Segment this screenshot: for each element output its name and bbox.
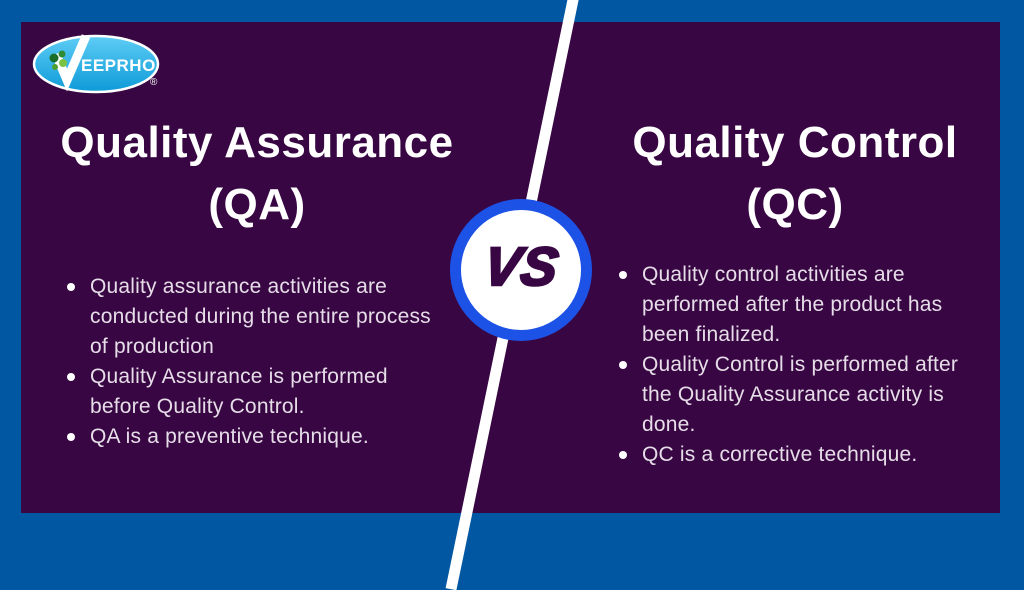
qc-subtitle: (QC) <box>746 180 844 229</box>
qc-bullet-item: QC is a corrective technique. <box>614 440 976 470</box>
logo-dots-icon <box>49 50 67 70</box>
qc-title-block: Quality Control (QC) <box>595 112 995 236</box>
qa-bullet-item: Quality Assurance is performed before Qu… <box>62 362 434 422</box>
qc-bullet-item: Quality Control is performed after the Q… <box>614 350 976 440</box>
vs-badge: VS <box>450 199 592 341</box>
qa-subtitle: (QA) <box>208 180 306 229</box>
qa-bullet-list: Quality assurance activities are conduct… <box>62 272 434 452</box>
registered-mark: ® <box>150 77 158 88</box>
qc-bullet-list: Quality control activities are performed… <box>614 260 976 470</box>
brand-logo: EEPRHO ® <box>31 30 165 103</box>
qa-title-block: Quality Assurance (QA) <box>22 112 492 236</box>
qa-bullet-item: Quality assurance activities are conduct… <box>62 272 434 362</box>
logo-graphic: EEPRHO ® <box>32 34 160 94</box>
infographic-canvas: { "logo": { "brand": "EEPRHO", "register… <box>21 0 1000 590</box>
qa-bullet-item: QA is a preventive technique. <box>62 422 434 452</box>
brand-name: EEPRHO <box>81 56 156 75</box>
qc-title: Quality Control <box>632 118 958 167</box>
qa-title: Quality Assurance <box>60 118 454 167</box>
vs-label: VS <box>479 236 564 299</box>
qc-bullet-item: Quality control activities are performed… <box>614 260 976 350</box>
